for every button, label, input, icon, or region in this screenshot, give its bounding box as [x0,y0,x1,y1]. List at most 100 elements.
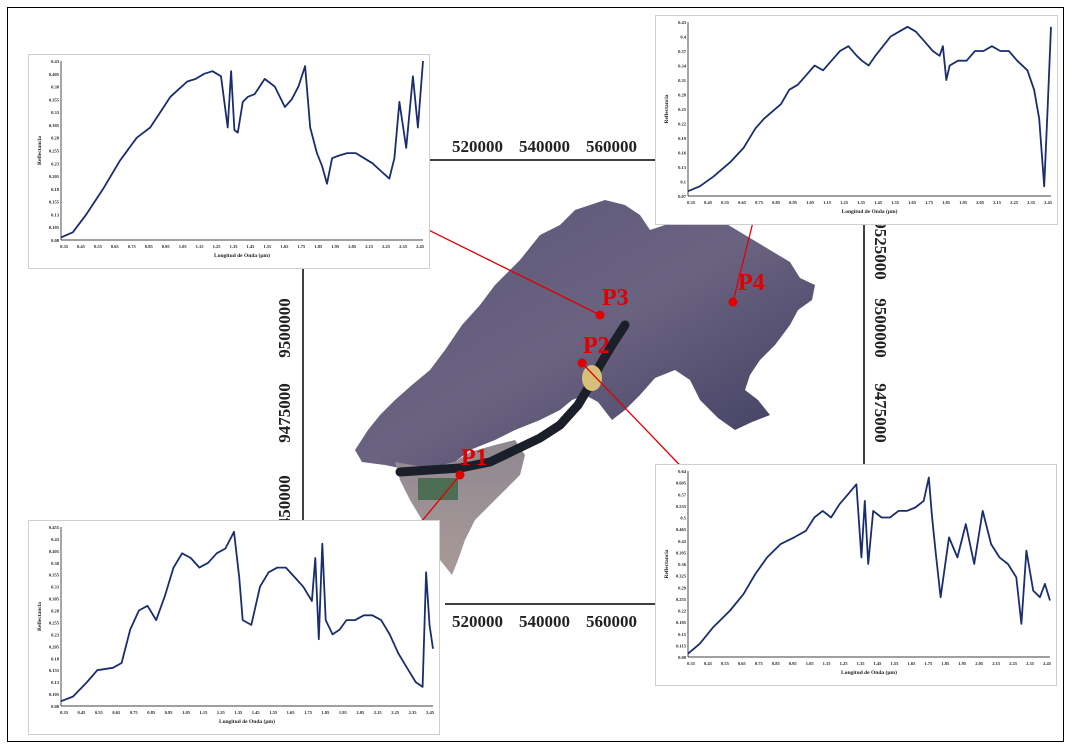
y-tick-label: 0.465 [676,527,687,532]
x-tick-label: 1.75 [304,710,313,715]
coord-top-3: 560000 [586,137,637,156]
x-tick-label: 1.15 [823,200,832,205]
x-tick-label: 2.05 [356,710,365,715]
x-tick-label: 0.95 [789,661,798,666]
x-tick-label: 0.65 [738,200,747,205]
y-tick-label: 0.36 [678,562,687,567]
coord-bottom-1: 520000 [452,612,503,631]
y-axis-label: Reflectancia [664,549,670,578]
x-tick-label: 0.35 [60,710,69,715]
x-tick-label: 0.95 [789,200,798,205]
x-tick-label: 0.75 [755,200,764,205]
y-tick-label: 0.18 [51,187,60,192]
y-tick-label: 0.355 [49,97,60,102]
x-tick-label: 2.15 [374,710,383,715]
x-tick-label: 2.45 [1044,200,1053,205]
x-tick-label: 0.65 [111,244,120,249]
spectrum-line [687,476,1051,655]
x-tick-label: 1.85 [942,200,951,205]
x-tick-label: 1.25 [840,661,849,666]
x-tick-label: 0.85 [145,244,154,249]
y-tick-label: 0.4 [680,35,686,40]
x-tick-label: 0.55 [721,661,730,666]
x-tick-label: 1.55 [263,244,272,249]
x-tick-label: 1.55 [891,200,900,205]
spectrum-panel-p3: 0.08 0.105 0.13 0.155 0.18 0.205 0.23 0.255 0.28… [28,54,430,269]
x-tick-label: 2.45 [426,710,435,715]
coord-top-1: 520000 [452,137,503,156]
y-tick-label: 0.155 [49,200,60,205]
coord-bottom-3: 560000 [586,612,637,631]
x-tick-label: 1.75 [924,661,933,666]
x-tick-label: 1.75 [297,244,306,249]
y-tick-label: 0.5 [680,516,686,521]
y-axis-label: Reflectancia [37,136,43,165]
urban-area [582,365,602,391]
y-tick-label: 0.22 [678,122,687,127]
y-tick-label: 0.19 [678,136,687,141]
x-tick-label: 0.75 [130,710,139,715]
point-marker-p2 [577,358,587,368]
x-tick-label: 0.35 [687,200,696,205]
point-label-p3: P3 [602,285,629,311]
y-tick-label: 0.23 [51,632,60,637]
x-tick-label: 1.25 [217,710,226,715]
y-axis-label: Reflectancia [37,602,43,631]
y-tick-label: 0.255 [49,149,60,154]
x-tick-label: 1.05 [806,200,815,205]
x-tick-label: 0.45 [77,710,86,715]
spectrum-panel-p1: 0.08 0.105 0.13 0.155 0.18 0.205 0.23 0.255 0.28… [28,520,440,735]
x-tick-label: 0.55 [94,244,103,249]
y-tick-label: 0.43 [678,539,687,544]
y-tick-label: 0.405 [49,72,60,77]
y-tick-label: 0.455 [49,525,60,530]
x-tick-label: 0.55 [95,710,104,715]
y-tick-label: 0.405 [49,549,60,554]
coord-right-3: 9475000 [871,383,890,443]
y-tick-label: 0.105 [49,692,60,697]
y-tick-label: 0.38 [51,561,60,566]
x-tick-label: 1.65 [908,200,917,205]
x-tick-label: 1.05 [182,710,191,715]
y-tick-label: 0.16 [678,151,687,156]
x-tick-label: 1.85 [321,710,330,715]
y-tick-label: 0.08 [678,655,687,660]
y-tick-label: 0.205 [49,644,60,649]
x-tick-label: 1.05 [806,661,815,666]
spectrum-chart-p3: 0.08 0.105 0.13 0.155 0.18 0.205 0.23 0.255 0.28… [37,59,425,259]
x-axis-label: Longitud de Onda (µm) [841,669,897,676]
y-tick-label: 0.07 [678,194,687,199]
y-tick-label: 0.31 [678,78,687,83]
x-tick-label: 2.05 [976,200,985,205]
y-tick-label: 0.255 [49,620,60,625]
spectrum-line [60,530,434,703]
x-tick-label: 2.05 [348,244,357,249]
x-tick-label: 2.35 [399,244,408,249]
spectrum-chart-p4: 0.07 0.1 0.13 0.16 0.19 0.22 0.25 0.28 0.31 0.34 0… [664,20,1053,215]
x-tick-label: 1.55 [269,710,278,715]
y-tick-label: 0.395 [676,550,687,555]
x-tick-label: 1.45 [874,661,883,666]
x-tick-label: 2.25 [382,244,391,249]
x-tick-label: 0.85 [147,710,156,715]
y-tick-label: 0.305 [49,597,60,602]
x-tick-label: 0.35 [60,244,69,249]
map-region-north [355,200,815,470]
y-tick-label: 0.13 [51,680,60,685]
y-tick-label: 0.28 [51,136,60,141]
y-tick-label: 0.535 [676,504,687,509]
x-tick-label: 2.35 [1026,661,1035,666]
x-tick-label: 1.55 [890,661,899,666]
x-tick-label: 1.25 [213,244,222,249]
x-tick-label: 2.25 [1009,661,1018,666]
x-tick-label: 2.15 [992,661,1001,666]
y-tick-label: 0.43 [51,537,60,542]
point-label-p2: P2 [583,333,610,359]
x-axis-label: Longitud de Onda (µm) [842,208,898,215]
x-tick-label: 0.45 [704,661,713,666]
x-tick-label: 2.05 [975,661,984,666]
y-tick-label: 0.115 [676,643,687,648]
point-label-p4: P4 [738,270,765,296]
point-marker-p1 [455,470,465,480]
